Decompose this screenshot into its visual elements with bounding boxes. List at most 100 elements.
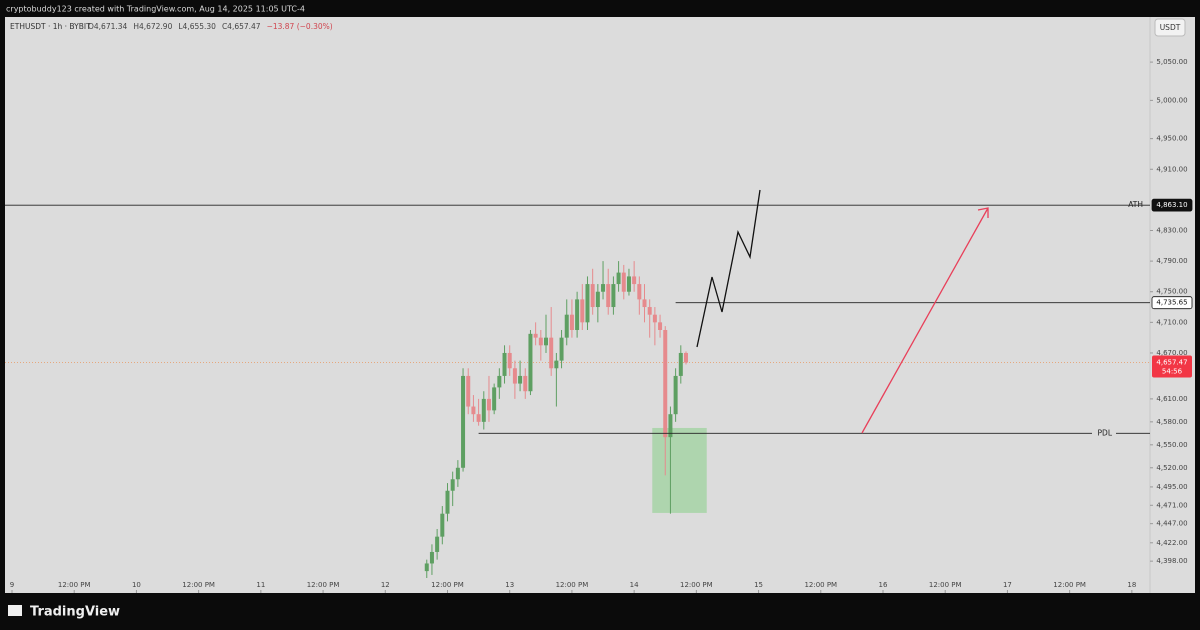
candle-body xyxy=(528,333,533,392)
currency: USDT xyxy=(1160,23,1181,32)
candle-body xyxy=(663,330,668,438)
candle-body xyxy=(658,322,663,330)
candle-body xyxy=(471,406,476,415)
attribution: cryptobuddy123 created with TradingView.… xyxy=(6,5,305,14)
candle-body xyxy=(673,375,678,415)
y-tick-label: 4,471.00 xyxy=(1156,501,1187,509)
candle-body xyxy=(678,352,683,376)
demand-zone xyxy=(652,427,707,513)
brand-logo: TradingView xyxy=(8,605,120,620)
y-tick-label: 4,790.00 xyxy=(1156,257,1187,265)
x-tick-label: 18 xyxy=(1127,581,1136,589)
x-tick-label: 12:00 PM xyxy=(1053,581,1086,589)
x-tick-label: 12:00 PM xyxy=(182,581,215,589)
candle-body xyxy=(601,284,606,292)
x-tick-label: 11 xyxy=(256,581,265,589)
candle-body xyxy=(507,352,512,369)
candle-body xyxy=(575,299,580,330)
legend-value: L4,655.30 xyxy=(178,22,216,31)
candle-body xyxy=(466,375,471,407)
candle-body xyxy=(538,337,543,346)
price-label: 4,863.10 xyxy=(1156,201,1187,209)
y-tick-label: 4,447.00 xyxy=(1156,520,1187,528)
y-tick-label: 4,710.00 xyxy=(1156,318,1187,326)
x-tick-label: 12:00 PM xyxy=(804,581,837,589)
level-label: ATH xyxy=(1128,200,1143,209)
chart-pane xyxy=(5,17,1195,593)
y-tick-label: 4,910.00 xyxy=(1156,165,1187,173)
level-label: PDL xyxy=(1098,428,1113,437)
arrow-head xyxy=(977,207,989,218)
legend-value: H4,672.90 xyxy=(133,22,172,31)
x-tick-label: 12:00 PM xyxy=(556,581,589,589)
candle-body xyxy=(652,314,657,323)
candle-body xyxy=(544,337,549,346)
x-tick-label: 15 xyxy=(754,581,763,589)
candle-body xyxy=(424,563,429,572)
candle-body xyxy=(502,352,507,376)
x-tick-label: 12 xyxy=(381,581,390,589)
projection-arrow xyxy=(861,207,989,434)
x-tick-label: 12:00 PM xyxy=(680,581,713,589)
candle-body xyxy=(523,375,528,392)
y-tick-label: 5,050.00 xyxy=(1156,58,1187,66)
candle-body xyxy=(606,284,611,308)
legend-value: −13.87 (−0.30%) xyxy=(267,22,333,31)
candle-body xyxy=(486,398,491,411)
countdown: 54:56 xyxy=(1162,368,1183,376)
candle-body xyxy=(611,284,616,308)
x-tick-label: 10 xyxy=(132,581,141,589)
candle-body xyxy=(554,360,559,369)
x-tick-label: 12:00 PM xyxy=(307,581,340,589)
candle-body xyxy=(668,414,673,438)
candle-body xyxy=(564,314,569,338)
legend-value: O4,671.34 xyxy=(88,22,128,31)
candle-body xyxy=(647,307,652,315)
y-tick-label: 5,000.00 xyxy=(1156,96,1187,104)
candle-body xyxy=(492,387,497,411)
price-label-box xyxy=(1151,198,1193,212)
y-tick-label: 4,830.00 xyxy=(1156,226,1187,234)
x-tick-label: 16 xyxy=(879,581,888,589)
candle-body xyxy=(549,337,554,369)
candle-body xyxy=(518,375,523,384)
y-tick-label: 4,950.00 xyxy=(1156,135,1187,143)
x-tick-label: 12:00 PM xyxy=(58,581,91,589)
candle-body xyxy=(683,352,688,363)
last-price-label: 4,657.47 xyxy=(1156,359,1187,367)
candle-body xyxy=(569,314,574,330)
candle-body xyxy=(476,414,481,422)
x-tick-label: 12:00 PM xyxy=(929,581,962,589)
candle-body xyxy=(435,536,440,552)
price-label: 4,735.65 xyxy=(1156,299,1187,307)
candle-body xyxy=(616,272,621,285)
candle-body xyxy=(637,284,642,300)
ohlc-legend: O4,671.34 H4,672.90 L4,655.30 C4,657.47 −13.… xyxy=(88,22,333,31)
candle-body xyxy=(621,272,626,292)
y-tick-label: 4,670.00 xyxy=(1156,349,1187,357)
y-tick-label: 4,610.00 xyxy=(1156,395,1187,403)
x-tick-label: 13 xyxy=(505,581,514,589)
y-tick-label: 4,580.00 xyxy=(1156,418,1187,426)
candle-body xyxy=(455,467,460,480)
candle-body xyxy=(461,375,466,468)
x-tick-label: 12:00 PM xyxy=(431,581,464,589)
candle-body xyxy=(559,337,564,361)
y-tick-label: 4,550.00 xyxy=(1156,441,1187,449)
candle-body xyxy=(440,513,445,537)
last-price-box xyxy=(1152,355,1192,378)
candle-body xyxy=(450,479,455,491)
candle-body xyxy=(585,284,590,323)
price-label-box xyxy=(1151,296,1193,310)
currency-button[interactable] xyxy=(1154,18,1186,37)
candle-body xyxy=(595,291,600,308)
legend-value: C4,657.47 xyxy=(222,22,261,31)
candle-body xyxy=(632,276,637,285)
brand: TradingView xyxy=(30,605,120,620)
candle-body xyxy=(642,299,647,308)
candle-body xyxy=(429,551,434,564)
projection-path xyxy=(696,189,761,348)
symbol: ETHUSDT · 1h · BYBIT xyxy=(10,22,91,31)
candle-body xyxy=(626,276,631,292)
